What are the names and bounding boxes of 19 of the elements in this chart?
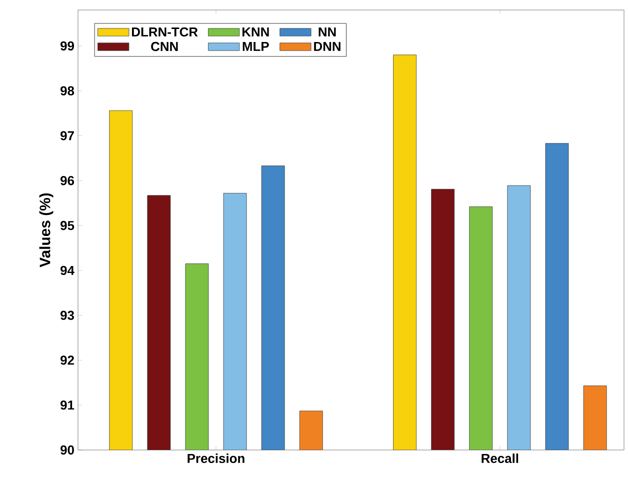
legend-label: DLRN-TCR (132, 27, 198, 37)
y-tick-label: 98 (60, 86, 74, 96)
y-tick-label: 90 (60, 445, 74, 455)
x-tick-label: Recall (482, 454, 518, 464)
legend-label: DNN (314, 42, 340, 51)
y-tick-label: 93 (60, 310, 74, 320)
y-tick-label: 99 (60, 41, 74, 51)
y-tick-label: 94 (60, 266, 74, 275)
y-tick-label: 91 (60, 400, 74, 410)
legend-label: CNN (151, 42, 178, 52)
y-tick-label: 92 (60, 356, 74, 365)
y-tick-label: 97 (60, 131, 74, 140)
legend-label: MLP (242, 42, 269, 51)
y-tick-label: 96 (60, 176, 74, 186)
legend-label: NN (318, 27, 336, 36)
y-axis-title: Values (%) (39, 193, 54, 268)
legend-label: KNN (242, 27, 269, 36)
x-tick-label: Precision (188, 454, 244, 464)
y-tick-label: 95 (60, 220, 74, 230)
